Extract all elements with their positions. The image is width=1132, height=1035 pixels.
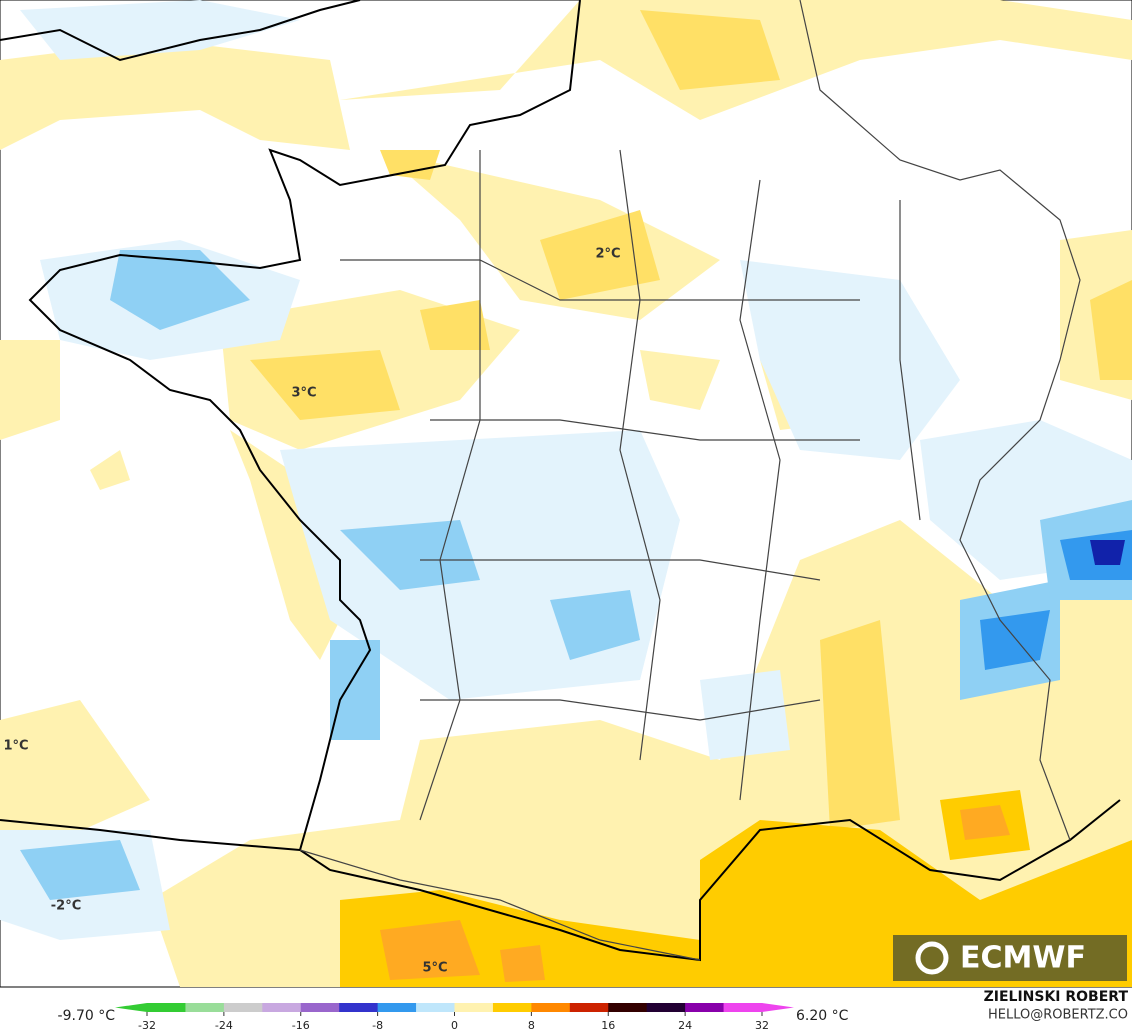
border-pyrenees bbox=[299, 849, 701, 961]
colorbar-cell bbox=[223, 1003, 263, 1012]
colorbar-cell bbox=[377, 1003, 417, 1012]
logo-text: ECMWF bbox=[960, 941, 1086, 976]
colorbar-cell bbox=[416, 1003, 455, 1012]
warm-areas-strong bbox=[250, 10, 1132, 830]
regions bbox=[340, 149, 921, 821]
map-label: -2°C bbox=[51, 899, 81, 914]
map-label: 1°C bbox=[3, 739, 28, 754]
colorbar-tick-label: -32 bbox=[138, 1019, 156, 1032]
colorbar-tick-label: 8 bbox=[528, 1019, 535, 1032]
logo: ECMWF bbox=[893, 935, 1127, 981]
coastline bbox=[28, 0, 1121, 962]
colorbar-tick-label: -16 bbox=[292, 1019, 310, 1032]
colorbar-tick-label: -8 bbox=[372, 1019, 383, 1032]
coastline-spain bbox=[0, 819, 301, 851]
colorbar-cell bbox=[339, 1003, 379, 1012]
map-labels: 2°C 3°C 1°C -2°C 5°C bbox=[3, 247, 620, 976]
colorbar-arrow-right bbox=[762, 1003, 794, 1012]
colorbar-cell bbox=[492, 1003, 532, 1012]
colorbar: -9.70 °C 6.20 °C -32 -24 -16 -8 0 8 16 24 32 bbox=[58, 1003, 849, 1032]
colorbar-cell bbox=[454, 1003, 494, 1012]
colorbar-tick-label: 16 bbox=[601, 1019, 615, 1032]
colorbar-arrow-left bbox=[115, 1003, 147, 1012]
colorbar-cell bbox=[608, 1003, 648, 1012]
colorbar-cell bbox=[147, 1003, 186, 1012]
map-label: 5°C bbox=[422, 961, 447, 976]
map-label: 2°C bbox=[595, 247, 620, 262]
colorbar-cell bbox=[185, 1003, 225, 1012]
credit-name: ZIELINSKI ROBERT bbox=[984, 989, 1129, 1005]
colorbar-cell bbox=[685, 1003, 725, 1012]
colorbar-cell bbox=[300, 1003, 340, 1012]
colorbar-tick-label: 0 bbox=[451, 1019, 458, 1032]
colorbar-cell bbox=[262, 1003, 302, 1012]
colorbar-cell bbox=[569, 1003, 609, 1012]
colorbar-max: 6.20 °C bbox=[796, 1008, 849, 1024]
colorbar-cell bbox=[646, 1003, 686, 1012]
colorbar-tick-label: 24 bbox=[678, 1019, 692, 1032]
warm-areas-peak bbox=[380, 805, 1010, 982]
credit-email: HELLO@ROBERTZ.CO bbox=[988, 1008, 1128, 1023]
colorbar-cell bbox=[531, 1003, 571, 1012]
colorbar-cell bbox=[723, 1003, 763, 1012]
map: 2°C 3°C 1°C -2°C 5°C ECMWF bbox=[0, 0, 1132, 988]
logo-icon bbox=[915, 941, 949, 975]
border-east bbox=[799, 0, 1081, 841]
cold-core bbox=[1090, 540, 1125, 565]
colorbar-tick-label: 32 bbox=[755, 1019, 769, 1032]
colorbar-min: -9.70 °C bbox=[58, 1008, 116, 1024]
coastline-north bbox=[0, 0, 361, 62]
colorbar-tick-label: -24 bbox=[215, 1019, 233, 1032]
map-label: 3°C bbox=[291, 386, 316, 401]
